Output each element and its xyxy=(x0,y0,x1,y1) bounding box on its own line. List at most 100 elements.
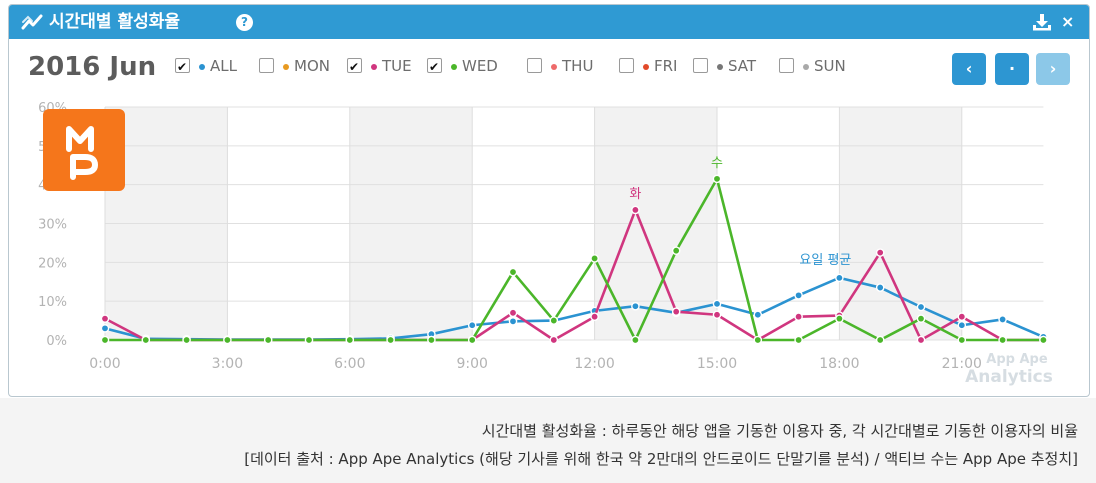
data-point-wed xyxy=(345,335,355,345)
data-point-wed xyxy=(794,335,803,345)
footer-notes: 시간대별 활성화율 : 하루동안 해당 앱을 기동한 이용자 중, 각 시간대별… xyxy=(0,398,1096,483)
data-point-tue xyxy=(590,312,599,321)
next-period-button[interactable]: › xyxy=(1036,53,1070,85)
data-point-all xyxy=(753,310,763,320)
legend-label-sat: SAT xyxy=(728,57,757,75)
download-icon[interactable] xyxy=(1031,13,1053,31)
app-logo xyxy=(43,109,125,191)
x-tick-label: 18:00 xyxy=(819,356,859,372)
definition-note: 시간대별 활성화율 : 하루동안 해당 앱을 기동한 이용자 중, 각 시간대별… xyxy=(481,422,1078,440)
watermark-line1: App Ape xyxy=(986,352,1048,367)
prev-period-button[interactable]: ‹ xyxy=(952,53,986,85)
close-icon[interactable]: × xyxy=(1061,12,1075,31)
legend-label-thu: THU xyxy=(562,57,594,75)
legend-swatch-thu xyxy=(551,64,557,70)
data-point-tue xyxy=(549,335,559,345)
help-icon[interactable]: ? xyxy=(236,14,253,31)
app-logo-mark xyxy=(66,126,98,180)
data-point-all xyxy=(631,301,640,311)
legend-checkbox-all[interactable] xyxy=(175,56,190,78)
legend-swatch-all xyxy=(199,64,205,70)
data-point-wed xyxy=(631,335,640,345)
x-tick-label: 6:00 xyxy=(334,356,365,372)
x-tick-label: 15:00 xyxy=(697,356,737,372)
data-point-wed xyxy=(835,314,844,323)
data-point-wed xyxy=(875,335,885,345)
legend-checkbox-sat[interactable] xyxy=(693,58,708,73)
legend-label-sun: SUN xyxy=(814,57,846,75)
legend-checkbox-thu[interactable] xyxy=(527,58,542,73)
legend-checkbox-mon[interactable] xyxy=(259,58,274,73)
data-point-wed xyxy=(100,335,110,345)
data-point-wed xyxy=(386,335,395,345)
legend-checkbox-fri[interactable] xyxy=(619,58,634,73)
legend-label-mon: MON xyxy=(294,57,330,75)
legend-swatch-tue xyxy=(371,64,377,70)
data-point-wed xyxy=(549,316,559,325)
data-point-wed xyxy=(753,335,763,345)
data-point-wed xyxy=(467,335,477,345)
data-point-wed xyxy=(223,335,232,345)
y-tick-label: 0% xyxy=(46,334,67,349)
data-point-wed xyxy=(427,335,436,345)
watermark-line2: Analytics xyxy=(965,367,1053,387)
data-point-all xyxy=(100,324,110,333)
data-point-wed xyxy=(671,246,681,255)
data-point-wed xyxy=(263,335,273,345)
x-tick-label: 9:00 xyxy=(456,356,487,372)
line-chart: 0%10%20%30%40%50%60%0:003:006:009:0012:0… xyxy=(38,101,1085,387)
data-point-tue xyxy=(671,307,681,316)
data-point-all xyxy=(835,273,844,283)
legend-checkbox-sun[interactable] xyxy=(779,58,794,73)
panel-titlebar: 시간대별 활성화율 ? × xyxy=(9,5,1089,39)
x-tick-label: 12:00 xyxy=(574,356,614,372)
panel-title: 시간대별 활성화율 xyxy=(49,12,181,32)
data-point-all xyxy=(998,315,1007,324)
data-point-all xyxy=(712,299,722,309)
legend-swatch-sun xyxy=(803,64,809,70)
data-point-wed xyxy=(590,254,599,263)
data-point-wed xyxy=(304,335,314,345)
data-point-tue xyxy=(794,312,803,321)
x-tick-label: 21:00 xyxy=(942,356,982,372)
annotation-all: 요일 평균 xyxy=(799,253,851,268)
legend-label-wed: WED xyxy=(462,57,498,75)
legend-label-all: ALL xyxy=(210,57,237,75)
legend-swatch-wed xyxy=(451,64,457,70)
data-point-tue xyxy=(508,308,518,318)
data-point-wed xyxy=(141,335,151,345)
annotation-tue: 화 xyxy=(629,187,641,202)
data-point-wed xyxy=(957,335,967,345)
legend-label-fri: FRI xyxy=(654,57,678,75)
y-tick-label: 10% xyxy=(38,295,67,310)
y-tick-label: 20% xyxy=(38,256,67,271)
annotation-wed: 수 xyxy=(711,156,723,171)
legend-label-tue: TUE xyxy=(382,57,412,75)
legend-checkbox-wed[interactable] xyxy=(427,56,442,78)
data-point-wed xyxy=(916,314,926,323)
data-point-all xyxy=(794,291,803,300)
data-point-tue xyxy=(875,248,885,257)
x-tick-label: 3:00 xyxy=(212,356,243,372)
legend-checkbox-tue[interactable] xyxy=(347,56,362,78)
data-point-all xyxy=(467,320,477,330)
data-point-tue xyxy=(957,312,967,321)
data-point-wed xyxy=(1039,335,1048,345)
legend-swatch-sat xyxy=(717,64,723,70)
data-point-tue xyxy=(100,314,110,323)
data-point-tue xyxy=(712,310,722,320)
data-point-all xyxy=(875,283,885,292)
data-point-wed xyxy=(508,267,518,277)
data-point-wed xyxy=(712,174,722,184)
data-point-wed xyxy=(998,335,1007,345)
data-point-all xyxy=(916,302,926,312)
trend-line-icon xyxy=(21,14,43,30)
data-point-all xyxy=(957,320,967,330)
period-label: 2016 Jun xyxy=(28,52,157,82)
data-point-all xyxy=(508,317,518,326)
data-point-tue xyxy=(916,335,926,345)
x-tick-label: 0:00 xyxy=(89,356,120,372)
y-tick-label: 30% xyxy=(38,218,67,233)
current-period-button[interactable]: · xyxy=(995,53,1029,85)
legend-swatch-mon xyxy=(283,64,289,70)
